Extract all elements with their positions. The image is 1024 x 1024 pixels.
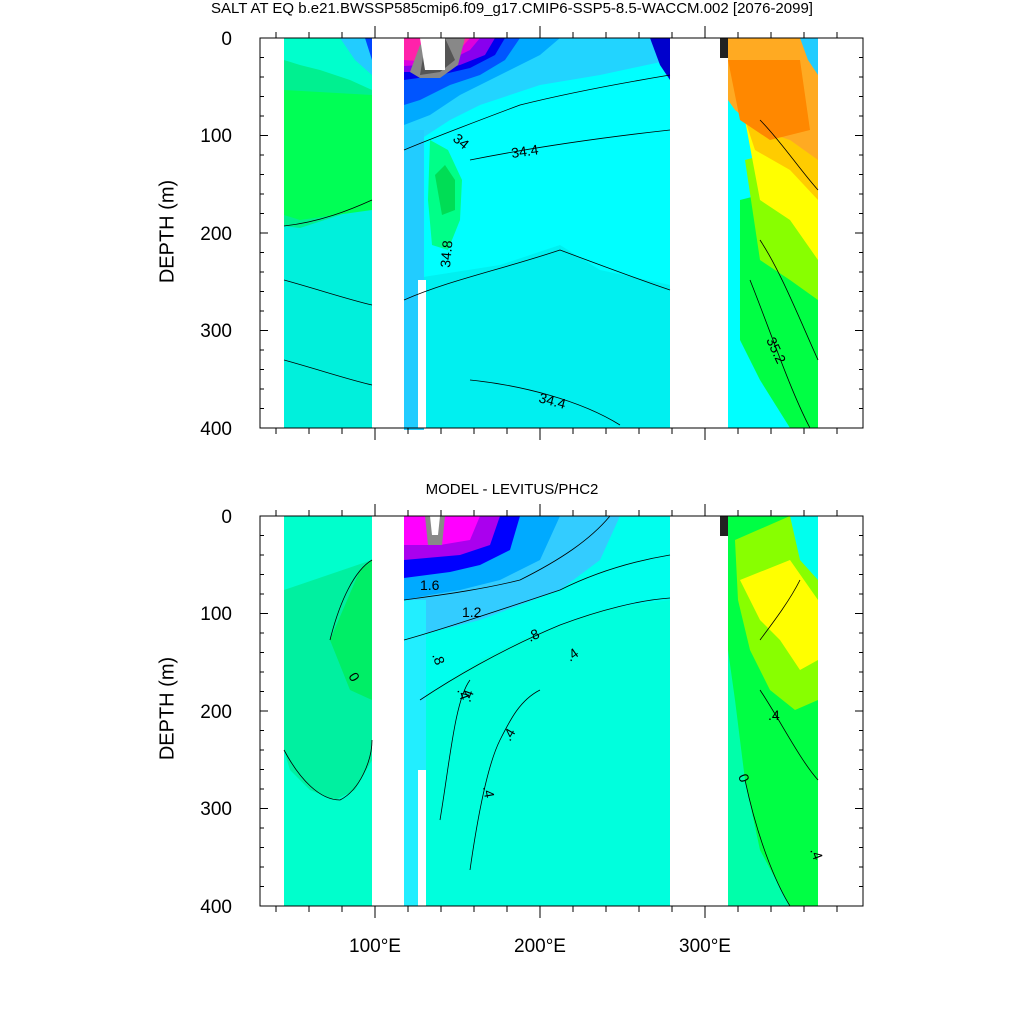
x-tick-label: 300°E [679,936,731,957]
y-tick-label: 200 [200,702,232,723]
y-tick-label: 200 [200,224,232,245]
bottom-panel-contours [283,515,819,907]
chart-title-bottom: MODEL - LEVITUS/PHC2 [425,481,599,498]
top-y-tick-labels: 0 100 200 300 400 [200,29,232,440]
chart-title-top: SALT AT EQ b.e21.BWSSP585cmip6.f09_g17.C… [211,0,813,17]
y-tick-label: 300 [200,321,232,342]
contour-label: 34.4 [537,389,568,412]
y-tick-label: 400 [200,897,232,918]
y-tick-label: 0 [221,29,232,50]
bottom-axes [259,504,864,918]
y-tick-label: 300 [200,799,232,820]
top-contour-labels: 34 34.4 34.8 35.2 34.4 [437,130,789,412]
y-tick-label: 0 [221,507,232,528]
y-tick-label: 100 [200,126,232,147]
contour-label: .4 [807,846,826,863]
contour-label: .8 [429,651,448,668]
y-tick-label: 400 [200,419,232,440]
x-tick-label: 100°E [349,936,401,957]
top-panel-contours [283,74,819,429]
x-tick-label: 200°E [514,936,566,957]
contour-label: 34.8 [437,240,455,269]
contour-label: .4 [480,785,498,799]
contour-label: 34.4 [510,141,539,161]
contour-label: 1.6 [420,577,440,593]
x-tick-labels: 100°E 200°E 300°E [349,936,731,957]
top-axes [259,26,864,440]
y-tick-label: 100 [200,604,232,625]
top-panel-fields [284,38,818,430]
contour-label: .4 [768,707,780,723]
bottom-y-tick-labels: 0 100 200 300 400 [200,507,232,918]
contour-label: 1.2 [462,604,482,620]
bottom-panel-fields [284,516,818,906]
contour-label: .4 [454,686,473,703]
contour-label: .4 [458,687,477,704]
